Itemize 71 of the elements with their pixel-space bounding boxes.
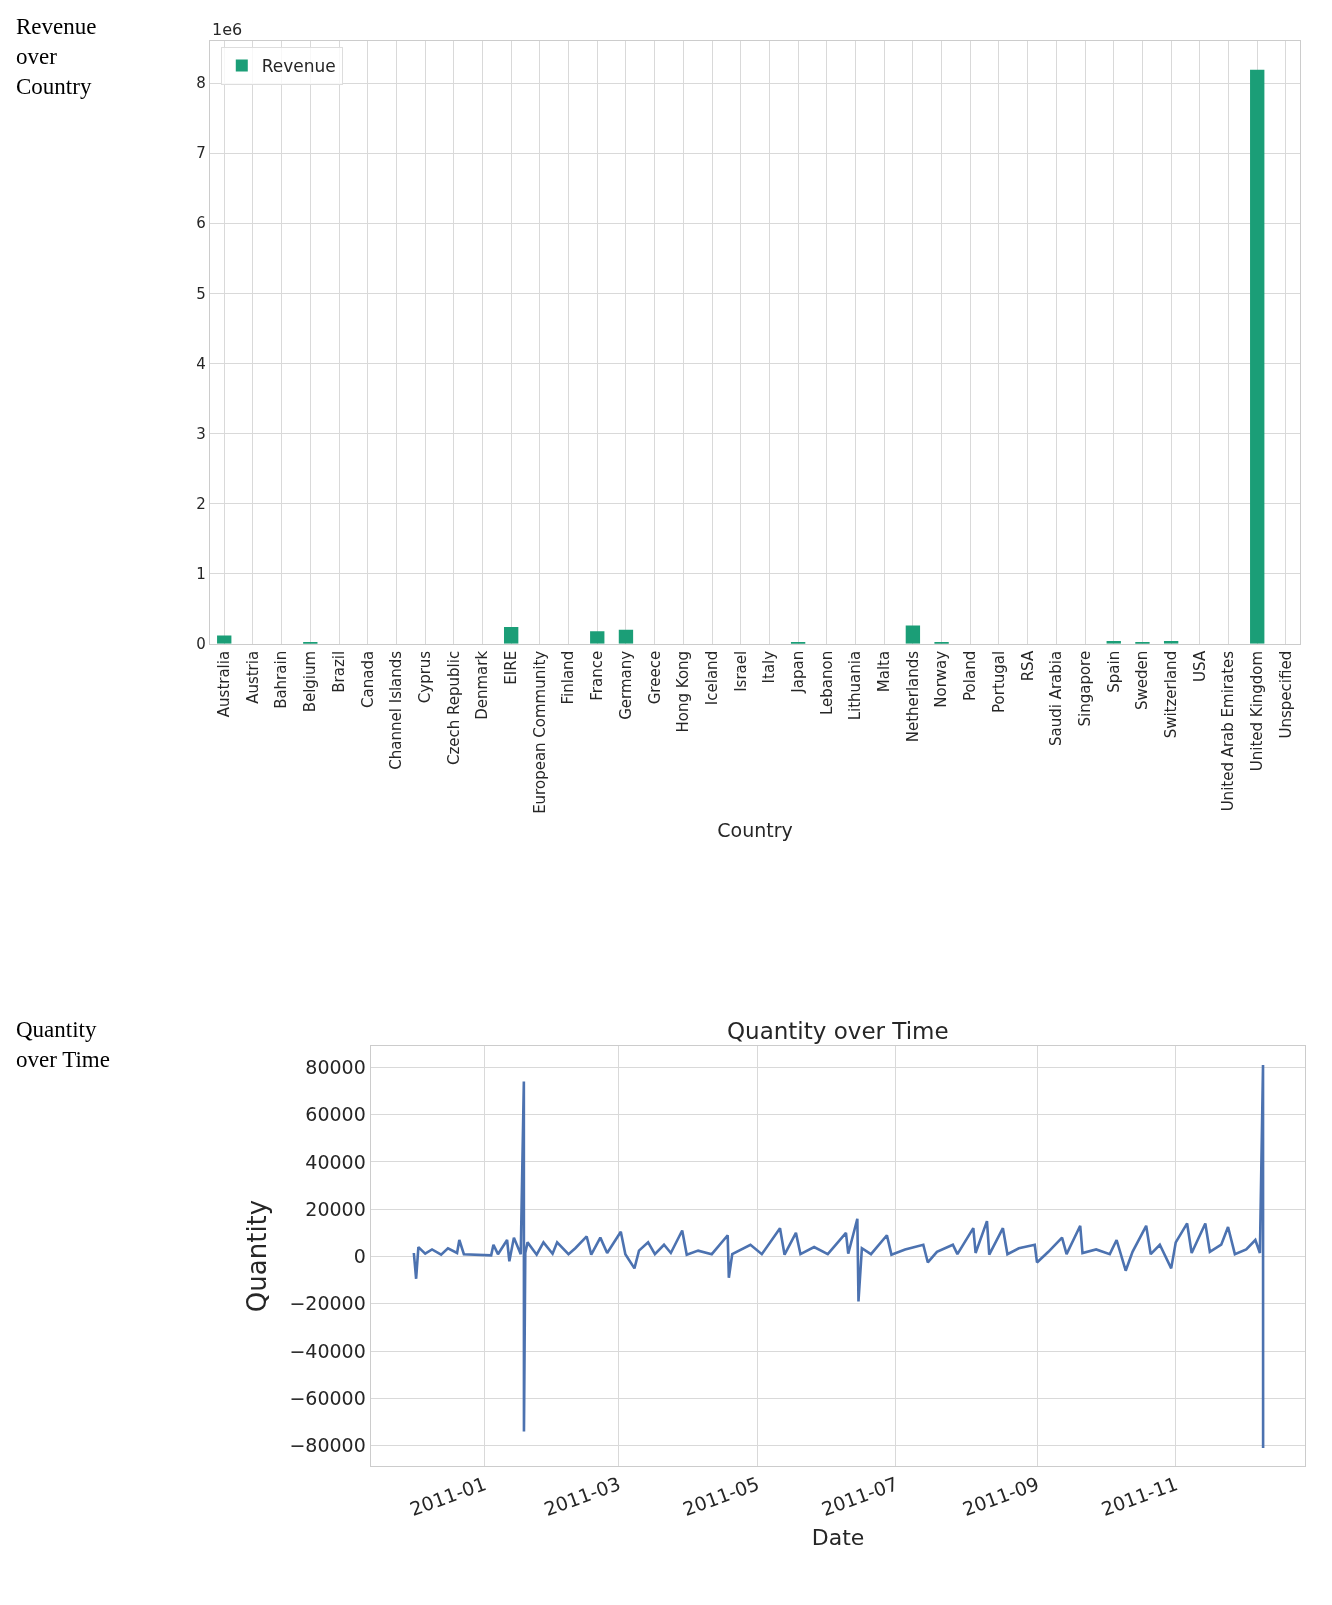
y-tick-label: 40000 — [305, 1150, 366, 1173]
bar — [217, 635, 232, 644]
y-tick-label: −40000 — [289, 1339, 366, 1362]
x-tick-label: France — [588, 650, 607, 701]
text: Revenue over Country — [16, 14, 97, 99]
x-tick-label: Belgium — [301, 650, 320, 713]
x-tick-label: Greece — [645, 650, 664, 705]
x-tick-label: European Community — [530, 650, 549, 814]
x-tick-label: Israel — [731, 650, 750, 692]
x-tick-label: Poland — [961, 650, 980, 701]
y-tick-label: 2 — [196, 494, 206, 513]
y-tick-label: 7 — [196, 144, 206, 163]
y-tick-label: −20000 — [289, 1292, 366, 1315]
x-tick-label: Unspecified — [1276, 650, 1295, 739]
x-tick-label: Switzerland — [1162, 650, 1181, 739]
x-tick-label: Iceland — [702, 650, 721, 706]
x-tick-label: Lebanon — [817, 650, 836, 716]
x-tick-label: Saudi Arabia — [1047, 650, 1066, 747]
x-tick-label: Netherlands — [903, 650, 922, 743]
x-tick-label: Japan — [788, 650, 807, 694]
bar — [1250, 69, 1265, 644]
y-tick-label: 8 — [196, 74, 206, 93]
x-tick-label: Channel Islands — [387, 650, 406, 770]
y-tick-label: 60000 — [305, 1103, 366, 1126]
x-tick-label: Denmark — [473, 650, 492, 720]
y-tick-label: −80000 — [289, 1434, 366, 1457]
line-series — [412, 1063, 1265, 1450]
bar — [590, 631, 605, 644]
x-tick-label: Singapore — [1075, 650, 1094, 727]
y-tick-label: −60000 — [289, 1387, 366, 1410]
x-axis-title: Country — [717, 818, 793, 841]
x-tick-label: Italy — [760, 650, 779, 684]
x-tick-label: Finland — [559, 650, 578, 705]
y-tick-label: 3 — [196, 424, 206, 443]
x-tick-label: Cyprus — [415, 650, 434, 704]
x-tick-label: Spain — [1104, 650, 1123, 693]
y-tick-label: 80000 — [305, 1056, 366, 1079]
x-tick-label: Australia — [215, 650, 234, 718]
y-tick-label: 20000 — [305, 1197, 366, 1220]
x-tick-label: United Kingdom — [1248, 650, 1267, 772]
x-tick-label: Germany — [616, 650, 635, 720]
legend-label: Revenue — [261, 56, 336, 77]
text: 1e6 — [212, 20, 243, 39]
bar — [503, 627, 519, 644]
y-tick-label: 5 — [196, 284, 206, 303]
x-tick-label: Malta — [875, 650, 894, 693]
x-tick-label: Canada — [358, 650, 377, 708]
y-tick-label: 6 — [196, 214, 206, 233]
y-tick-label: 0 — [353, 1245, 366, 1268]
x-axis-title: Date — [811, 1524, 865, 1550]
x-tick-label: Hong Kong — [674, 650, 693, 733]
x-tick-label: Portugal — [989, 650, 1008, 713]
x-tick-label: Sweden — [1133, 650, 1152, 711]
x-tick-label: USA — [1190, 650, 1209, 682]
bar — [905, 625, 921, 644]
x-tick-label: Czech Republic — [444, 650, 463, 766]
x-tick-label: RSA — [1018, 650, 1037, 682]
y-tick-label: 4 — [196, 354, 206, 373]
x-tick-label: United Arab Emirates — [1219, 650, 1238, 812]
y-axis-title: Quantity — [241, 1199, 272, 1313]
x-tick-label: Norway — [932, 650, 951, 708]
bar — [618, 629, 634, 644]
x-tick-label: Lithuania — [846, 650, 865, 721]
x-tick-label: EIRE — [502, 650, 521, 685]
chart-title: Quantity over Time — [727, 1018, 949, 1044]
x-tick-label: Austria — [243, 650, 262, 704]
y-tick-label: 0 — [196, 635, 206, 654]
x-tick-label: Brazil — [329, 650, 348, 693]
y-tick-label: 1 — [196, 564, 206, 583]
text: Quantity over Time — [16, 1017, 110, 1072]
x-tick-label: Bahrain — [272, 650, 291, 709]
